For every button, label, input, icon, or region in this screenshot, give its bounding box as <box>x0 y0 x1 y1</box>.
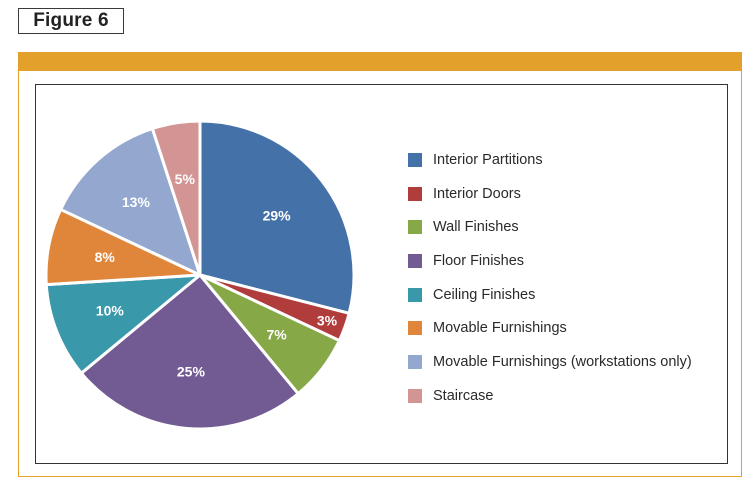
legend-swatch <box>408 152 422 167</box>
chart-area: 29% 3% 7% 25% 10% 8% 13% 5% Interior Partitions… <box>35 84 728 464</box>
legend-item-interior-partitions: Interior Partitions <box>408 143 692 177</box>
legend-item-floor-finishes: Floor Finishes <box>408 244 692 278</box>
pie-slice-movable-furnishings-workstations-only <box>59 127 202 277</box>
chart-legend: Interior Partitions Interior Doors Wall Fi… <box>408 143 692 413</box>
figure-frame: 29% 3% 7% 25% 10% 8% 13% 5% Interior Partitions… <box>18 52 742 477</box>
legend-item-movable-furnishings-workstations-only: Movable Furnishings (workstations only) <box>408 345 692 379</box>
data-label-movable-furnishings-workstations-only: 13% <box>122 194 151 210</box>
data-label-interior-partitions: 29% <box>263 208 292 224</box>
legend-item-interior-doors: Interior Doors <box>408 177 692 211</box>
legend-swatch <box>408 388 422 403</box>
legend-swatch <box>408 220 422 235</box>
pie-slice-interior-partitions <box>198 119 356 315</box>
data-label-interior-doors: 3% <box>317 313 338 329</box>
legend-label: Floor Finishes <box>433 252 525 269</box>
data-label-wall-finishes: 7% <box>266 327 287 343</box>
legend-label: Interior Partitions <box>433 151 543 168</box>
frame-header-bar <box>19 53 741 71</box>
data-label-floor-finishes: 25% <box>177 364 206 380</box>
legend-swatch <box>408 186 422 201</box>
pie-chart: 29% 3% 7% 25% 10% 8% 13% 5% <box>44 119 356 431</box>
data-label-movable-furnishings: 8% <box>95 249 116 265</box>
figure-label: Figure 6 <box>18 8 124 34</box>
legend-label: Staircase <box>433 387 494 404</box>
legend-swatch <box>408 287 422 302</box>
pie-slice-floor-finishes <box>79 273 300 431</box>
legend-swatch <box>408 321 422 336</box>
legend-label: Movable Furnishings (workstations only) <box>433 353 692 370</box>
legend-label: Movable Furnishings <box>433 320 567 337</box>
legend-label: Ceiling Finishes <box>433 286 536 303</box>
data-label-ceiling-finishes: 10% <box>96 303 125 319</box>
pie-slice-staircase <box>150 119 202 277</box>
legend-swatch <box>408 354 422 369</box>
legend-item-movable-furnishings: Movable Furnishings <box>408 311 692 345</box>
data-label-staircase: 5% <box>175 171 196 187</box>
pie-slice-ceiling-finishes <box>44 273 202 375</box>
legend-item-staircase: Staircase <box>408 379 692 413</box>
legend-item-wall-finishes: Wall Finishes <box>408 210 692 244</box>
legend-label: Interior Doors <box>433 185 521 202</box>
legend-swatch <box>408 253 422 268</box>
legend-item-ceiling-finishes: Ceiling Finishes <box>408 278 692 312</box>
legend-label: Wall Finishes <box>433 219 519 236</box>
